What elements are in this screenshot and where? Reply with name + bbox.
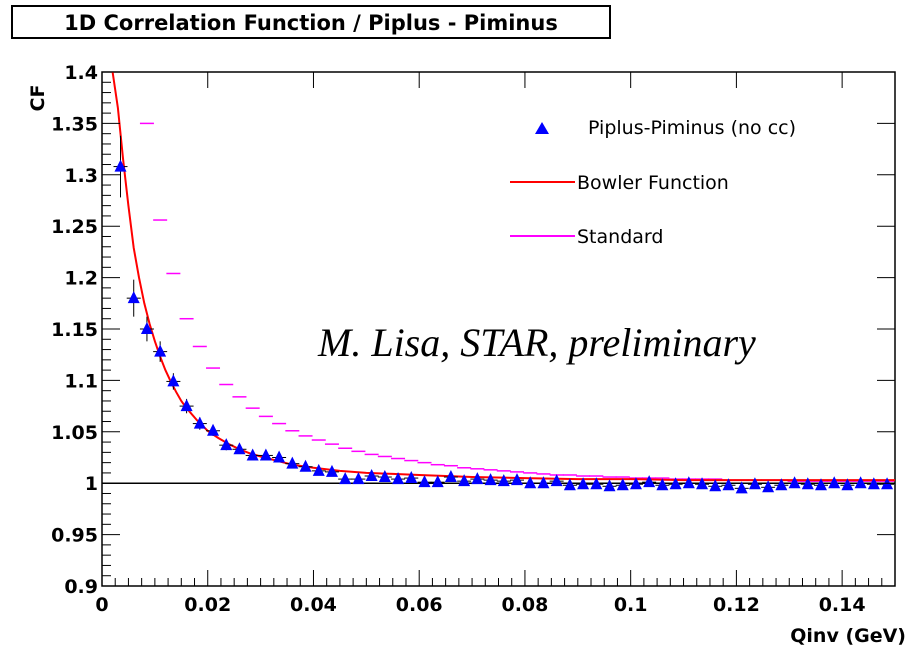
y-axis-title: CF: [27, 85, 49, 112]
preliminary-annotation: M. Lisa, STAR, preliminary: [317, 320, 756, 365]
data-point: [616, 478, 629, 491]
data-point: [867, 477, 880, 490]
x-tick-label: 0.06: [396, 594, 443, 616]
data-point: [299, 459, 312, 472]
data-point: [220, 438, 233, 451]
data-point: [524, 476, 537, 489]
legend-label-standard: Standard: [577, 226, 663, 248]
data-point: [775, 478, 788, 491]
data-point: [735, 481, 748, 494]
data-point: [497, 474, 510, 487]
data-point: [682, 476, 695, 489]
y-tick-label: 1.2: [64, 268, 98, 290]
data-point: [814, 478, 827, 491]
data-point: [312, 463, 325, 476]
x-tick-label: 0: [95, 594, 108, 616]
data-point: [444, 470, 457, 483]
data-point: [669, 477, 682, 490]
data-point: [854, 476, 867, 489]
data-point: [801, 477, 814, 490]
data-point: [484, 473, 497, 486]
legend-label-data: Piplus-Piminus (no cc): [588, 117, 796, 139]
data-point: [748, 477, 761, 490]
x-tick-label: 0.02: [184, 594, 231, 616]
x-tick-label: 0.04: [290, 594, 337, 616]
data-point: [339, 472, 352, 485]
data-point: [246, 448, 259, 461]
x-tick-label: 0.1: [614, 594, 648, 616]
data-point: [154, 344, 167, 357]
y-tick-label: 1.05: [51, 422, 98, 444]
data-point: [841, 478, 854, 491]
y-tick-label: 1.3: [64, 165, 98, 187]
y-tick-label: 1.25: [51, 216, 98, 238]
data-point: [656, 478, 669, 491]
data-point: [392, 472, 405, 485]
data-point: [273, 450, 286, 463]
data-point: [577, 477, 590, 490]
data-point: [325, 464, 338, 477]
data-point: [709, 479, 722, 492]
data-point: [233, 442, 246, 455]
data-point: [167, 374, 180, 387]
y-tick-label: 1.35: [51, 113, 98, 135]
y-tick-label: 1.4: [64, 62, 98, 84]
data-point: [550, 474, 563, 487]
data-point: [378, 470, 391, 483]
x-tick-label: 0.08: [501, 594, 548, 616]
data-point: [828, 476, 841, 489]
data-point: [352, 472, 365, 485]
x-tick-label: 0.12: [713, 594, 760, 616]
x-tick-label: 0.14: [819, 594, 866, 616]
data-point: [511, 473, 524, 486]
data-point: [788, 476, 801, 489]
data-point: [590, 477, 603, 490]
y-tick-label: 0.95: [51, 525, 98, 547]
data-point: [431, 475, 444, 488]
legend-label-bowler: Bowler Function: [577, 172, 729, 194]
data-point: [207, 423, 220, 436]
y-tick-label: 1.15: [51, 319, 98, 341]
data-point: [762, 480, 775, 493]
data-point: [418, 475, 431, 488]
bowler-function-line: [111, 71, 895, 482]
legend: Piplus-Piminus (no cc) Bowler Function S…: [510, 117, 796, 248]
data-point: [259, 448, 272, 461]
data-point: [629, 477, 642, 490]
data-point: [286, 456, 299, 469]
data-point: [114, 159, 127, 172]
data-point: [193, 416, 206, 429]
y-tick-label: 1.1: [64, 370, 98, 392]
chart-title: 1D Correlation Function / Piplus - Pimin…: [64, 11, 558, 35]
data-point: [471, 472, 484, 485]
y-tick-label: 0.9: [64, 576, 98, 598]
data-point: [458, 474, 471, 487]
title-box: 1D Correlation Function / Piplus - Pimin…: [11, 5, 611, 39]
legend-marker-triangle: [535, 122, 549, 134]
data-point: [180, 399, 193, 412]
data-point: [365, 469, 378, 482]
data-point: [722, 478, 735, 491]
data-point: [603, 479, 616, 492]
y-tick-label: 1: [85, 473, 98, 495]
data-point: [643, 475, 656, 488]
data-point: [140, 322, 153, 334]
data-point: [696, 477, 709, 490]
data-point: [537, 476, 550, 489]
x-axis-title: Qinv (GeV): [790, 625, 906, 647]
data-point: [563, 478, 576, 491]
data-point: [127, 291, 140, 304]
data-point: [405, 471, 418, 484]
